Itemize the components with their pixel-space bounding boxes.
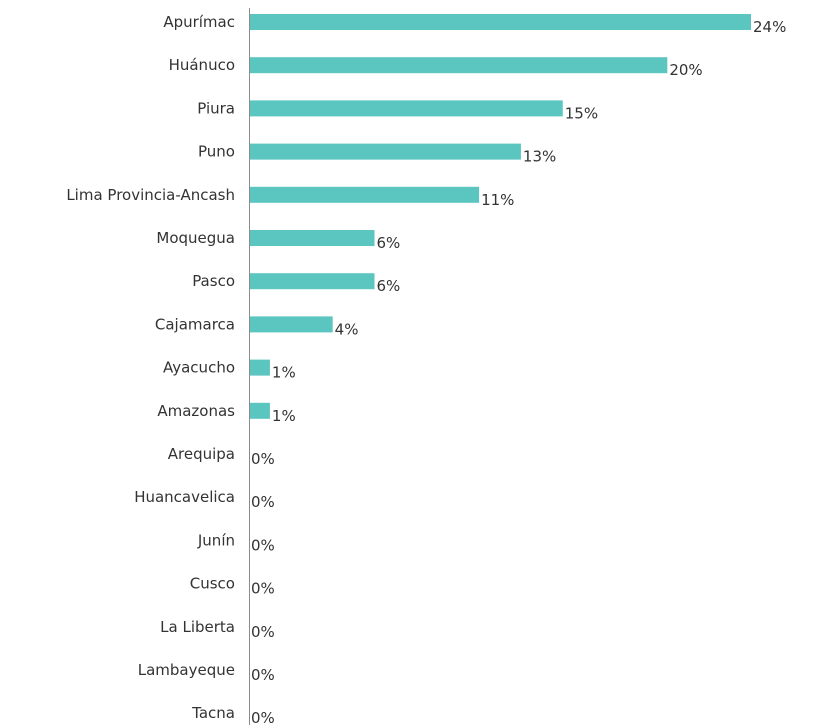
value-label-junin: 0% <box>251 536 275 554</box>
value-label-ayacucho: 1% <box>272 364 296 382</box>
category-label-moquegua: Moquegua <box>156 229 235 247</box>
value-label-moquegua: 6% <box>377 234 401 252</box>
category-label-cajamarca: Cajamarca <box>155 315 235 333</box>
value-label-huancavelica: 0% <box>251 493 275 511</box>
bar-amazonas <box>249 402 270 419</box>
value-label-cajamarca: 4% <box>335 320 359 338</box>
category-label-pasco: Pasco <box>192 272 235 290</box>
category-label-junin: Junín <box>197 531 235 549</box>
bar-lima-provincia-ancash <box>249 186 480 203</box>
category-label-lambayeque: Lambayeque <box>138 661 235 679</box>
value-label-la-liberta: 0% <box>251 623 275 641</box>
bar-apurimac <box>249 14 751 30</box>
value-label-tacna: 0% <box>251 709 275 725</box>
bar-pasco <box>249 273 375 290</box>
value-label-huanuco: 20% <box>669 61 702 79</box>
category-label-arequipa: Arequipa <box>168 445 235 463</box>
category-label-lima-provincia-ancash: Lima Provincia-Ancash <box>66 186 235 204</box>
bar-moquegua <box>249 230 375 246</box>
bar-huanuco <box>249 57 668 74</box>
value-label-cusco: 0% <box>251 580 275 598</box>
value-label-piura: 15% <box>565 104 598 122</box>
category-label-ayacucho: Ayacucho <box>163 359 235 377</box>
category-label-huancavelica: Huancavelica <box>134 488 235 506</box>
value-label-amazonas: 1% <box>272 407 296 425</box>
bar-piura <box>249 100 563 117</box>
bar-cajamarca <box>249 316 333 333</box>
category-label-piura: Piura <box>197 99 235 117</box>
category-label-cusco: Cusco <box>190 575 235 593</box>
value-label-puno: 13% <box>523 148 556 166</box>
category-label-puno: Puno <box>198 143 235 161</box>
value-label-arequipa: 0% <box>251 450 275 468</box>
category-label-apurimac: Apurímac <box>163 13 235 31</box>
bar-ayacucho <box>249 359 270 376</box>
value-label-lambayeque: 0% <box>251 666 275 684</box>
bars-group <box>249 14 751 419</box>
value-label-pasco: 6% <box>377 277 401 295</box>
value-label-lima-provincia-ancash: 11% <box>481 191 514 209</box>
value-label-apurimac: 24% <box>753 18 786 36</box>
category-label-tacna: Tacna <box>191 704 235 722</box>
category-labels: Apurímac Huánuco Piura Puno Lima Provincia-A… <box>66 13 235 722</box>
category-label-amazonas: Amazonas <box>157 402 235 420</box>
bar-puno <box>249 143 521 160</box>
value-labels: 24% 20% 15% 13% 11% 6% 6% 4% 1% 1% 0% 0% 0% 0% 0% 0% 0% <box>251 18 786 725</box>
category-label-la-liberta: La Liberta <box>160 618 235 636</box>
category-label-huanuco: Huánuco <box>169 56 235 74</box>
